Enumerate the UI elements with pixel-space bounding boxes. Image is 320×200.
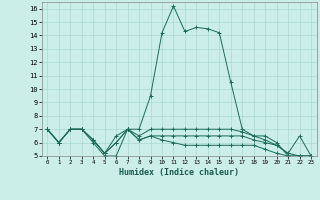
X-axis label: Humidex (Indice chaleur): Humidex (Indice chaleur)	[119, 168, 239, 177]
